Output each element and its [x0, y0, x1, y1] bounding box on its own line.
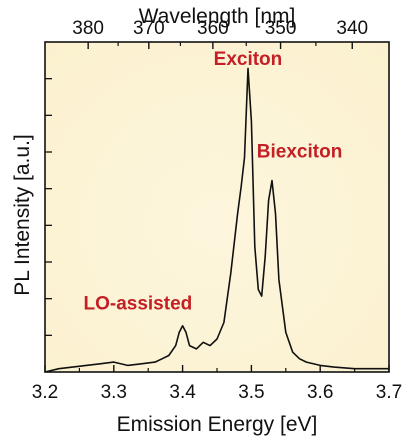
top-tick-label: 360	[197, 18, 229, 39]
plot-background	[45, 42, 389, 372]
plot-marks	[44, 67, 389, 373]
annotation-label: Exciton	[214, 49, 283, 70]
annotation-label: Biexciton	[257, 142, 343, 163]
top-tick-label: 380	[72, 18, 104, 39]
top-tick-label: 340	[336, 18, 368, 39]
x-tick-label: 3.6	[307, 382, 333, 403]
y-axis-title: PL Intensity [a.u.]	[11, 134, 34, 295]
peak-annotations: Exciton Biexciton LO-assisted	[83, 49, 342, 314]
axis-tick-labels: 3.2 3.3 3.4 3.5 3.6 3.7 380 370 360 350 340	[32, 18, 402, 403]
top-axis-title: Wavelength [nm]	[139, 5, 296, 28]
x-axis-title: Emission Energy [eV]	[117, 413, 318, 436]
x-tick-label: 3.5	[238, 382, 264, 403]
x-tick-label: 3.4	[169, 382, 196, 403]
top-tick-label: 350	[265, 18, 297, 39]
spectrum-line	[44, 67, 389, 373]
x-tick-label: 3.7	[376, 382, 402, 403]
top-tick-label: 370	[133, 18, 165, 39]
annotation-label: LO-assisted	[83, 293, 192, 314]
axis-ticks	[44, 42, 390, 372]
x-tick-label: 3.3	[101, 382, 127, 403]
x-tick-label: 3.2	[32, 382, 58, 403]
